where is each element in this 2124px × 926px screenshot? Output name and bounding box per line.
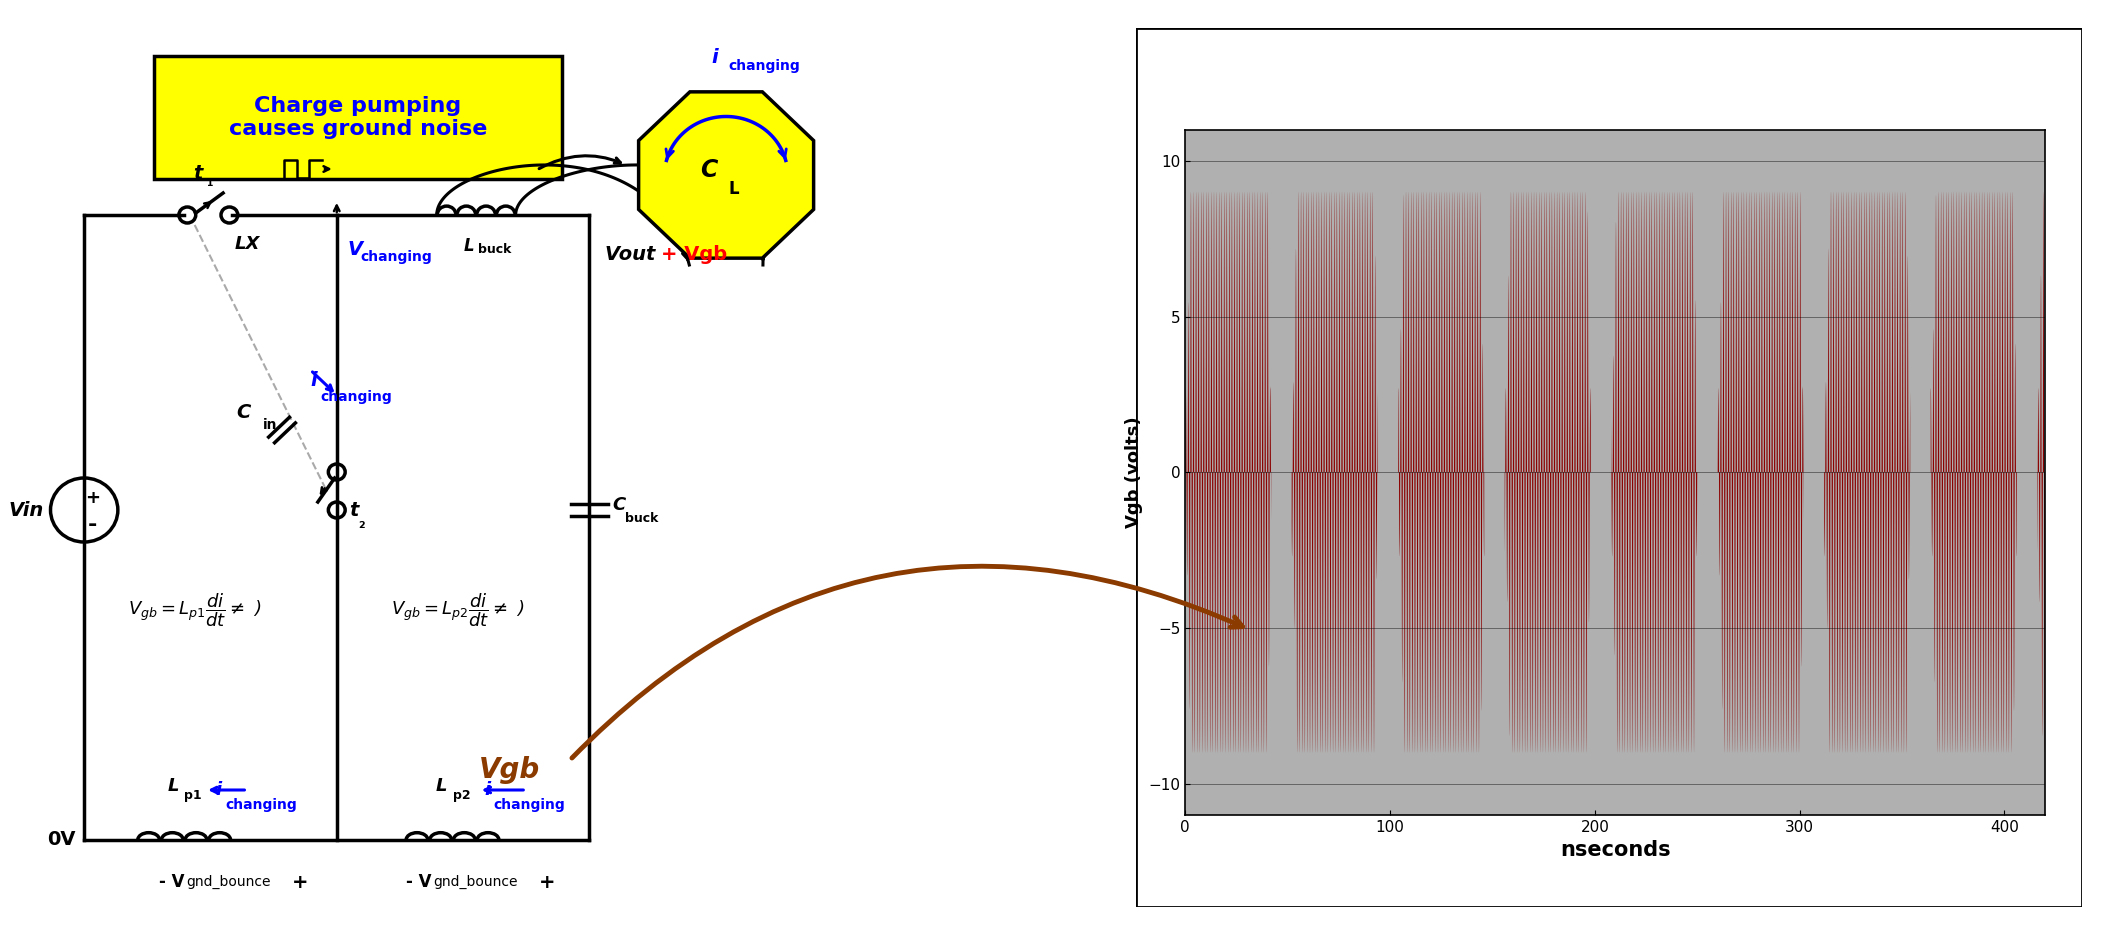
Text: C: C: [612, 496, 627, 514]
Text: $V_{gb} = L_{p1}\dfrac{di}{dt} \neq$ ): $V_{gb} = L_{p1}\dfrac{di}{dt} \neq$ ): [127, 591, 261, 629]
Text: i: i: [712, 48, 718, 67]
Text: L: L: [729, 180, 739, 198]
Text: V: V: [348, 240, 363, 259]
Text: t: t: [193, 164, 202, 183]
Text: changing: changing: [321, 390, 391, 404]
Text: +: +: [291, 872, 308, 892]
Text: changing: changing: [493, 798, 565, 812]
Text: Vgb: Vgb: [478, 756, 539, 784]
Text: changing: changing: [359, 250, 431, 264]
Text: LX: LX: [234, 235, 259, 253]
Text: i: i: [310, 370, 316, 390]
Text: buck: buck: [624, 512, 658, 525]
FancyBboxPatch shape: [153, 56, 563, 179]
Text: 0V: 0V: [47, 830, 76, 849]
Text: p1: p1: [185, 789, 202, 802]
Text: gnd_bounce: gnd_bounce: [187, 875, 270, 889]
Text: L: L: [168, 777, 178, 795]
Text: C: C: [701, 158, 718, 182]
Text: ₁: ₁: [206, 174, 212, 189]
Text: - V: - V: [159, 873, 185, 891]
Text: +: +: [539, 872, 556, 892]
Text: + Vgb: + Vgb: [661, 245, 726, 264]
Text: C: C: [236, 403, 251, 421]
Text: p2: p2: [452, 789, 469, 802]
Text: changing: changing: [225, 798, 297, 812]
Text: ₂: ₂: [357, 516, 365, 531]
Text: L: L: [435, 777, 448, 795]
Text: in: in: [263, 418, 278, 432]
Text: Vout: Vout: [605, 245, 663, 264]
Text: $V_{gb} = L_{p2}\dfrac{di}{dt} \neq$ ): $V_{gb} = L_{p2}\dfrac{di}{dt} \neq$ ): [391, 591, 525, 629]
Y-axis label: Vgb (volts): Vgb (volts): [1126, 417, 1143, 528]
Text: changing: changing: [729, 59, 801, 73]
Text: Charge pumping
causes ground noise: Charge pumping causes ground noise: [229, 96, 486, 139]
Text: i: i: [484, 781, 491, 799]
Text: -: -: [87, 515, 98, 535]
Text: t: t: [348, 500, 359, 519]
Text: i: i: [217, 781, 221, 799]
X-axis label: nseconds: nseconds: [1559, 840, 1672, 860]
Text: buck: buck: [478, 243, 512, 256]
Text: - V: - V: [406, 873, 431, 891]
Text: Vin: Vin: [8, 500, 45, 519]
Polygon shape: [639, 92, 813, 258]
Text: gnd_bounce: gnd_bounce: [433, 875, 518, 889]
Text: L: L: [463, 237, 474, 255]
Text: +: +: [85, 489, 100, 507]
